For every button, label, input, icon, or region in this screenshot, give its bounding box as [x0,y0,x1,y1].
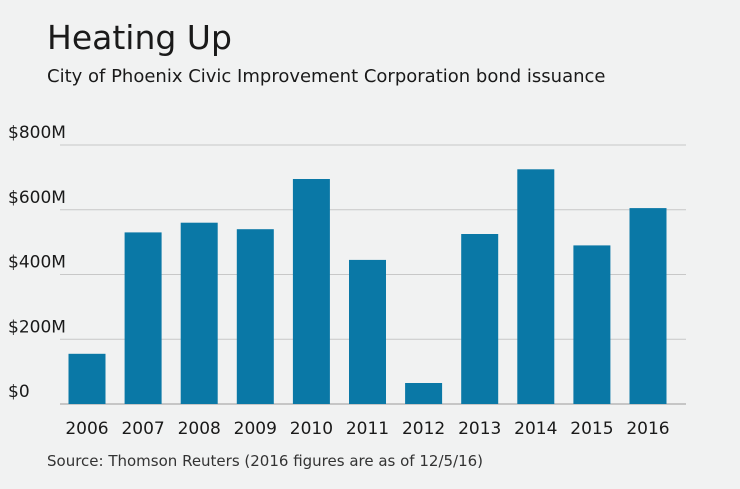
x-tick-label: 2008 [178,419,221,439]
x-axis-ticks: 2006 2007 2008 2009 2010 2011 2012 2013 2014 2015… [65,419,669,439]
chart-subtitle: City of Phoenix Civic Improvement Corpor… [47,66,606,87]
bar-2015 [573,245,611,404]
bar-2007 [124,232,162,404]
x-tick-label: 2007 [121,419,164,439]
x-tick-label: 2011 [346,419,389,439]
bar-2011 [349,259,386,404]
x-tick-label: 2006 [65,419,108,439]
y-axis-ticks: $0 $200M $400M $600M $800M [8,123,66,402]
x-tick-label: 2009 [234,419,277,439]
x-tick-label: 2013 [458,419,501,439]
y-tick-label: $0 [8,382,30,402]
x-tick-label: 2015 [570,419,613,439]
bar-2009 [236,229,274,404]
bar-2012 [405,383,443,404]
y-tick-label: $200M [8,317,66,337]
y-tick-label: $800M [8,123,66,143]
x-tick-label: 2012 [402,419,445,439]
x-tick-label: 2014 [514,419,557,439]
bar-2014 [517,169,555,404]
x-tick-label: 2016 [626,419,669,439]
bar-2008 [180,222,218,404]
bar-2010 [292,179,330,404]
bar-2006 [68,353,106,404]
bar-2016 [629,208,667,404]
bars [68,169,667,404]
x-tick-label: 2010 [290,419,333,439]
y-tick-label: $400M [8,253,66,273]
source-note: Source: Thomson Reuters (2016 figures ar… [47,452,484,470]
chart-title: Heating Up [47,18,232,57]
bar-2013 [461,234,499,404]
y-tick-label: $600M [8,188,66,208]
